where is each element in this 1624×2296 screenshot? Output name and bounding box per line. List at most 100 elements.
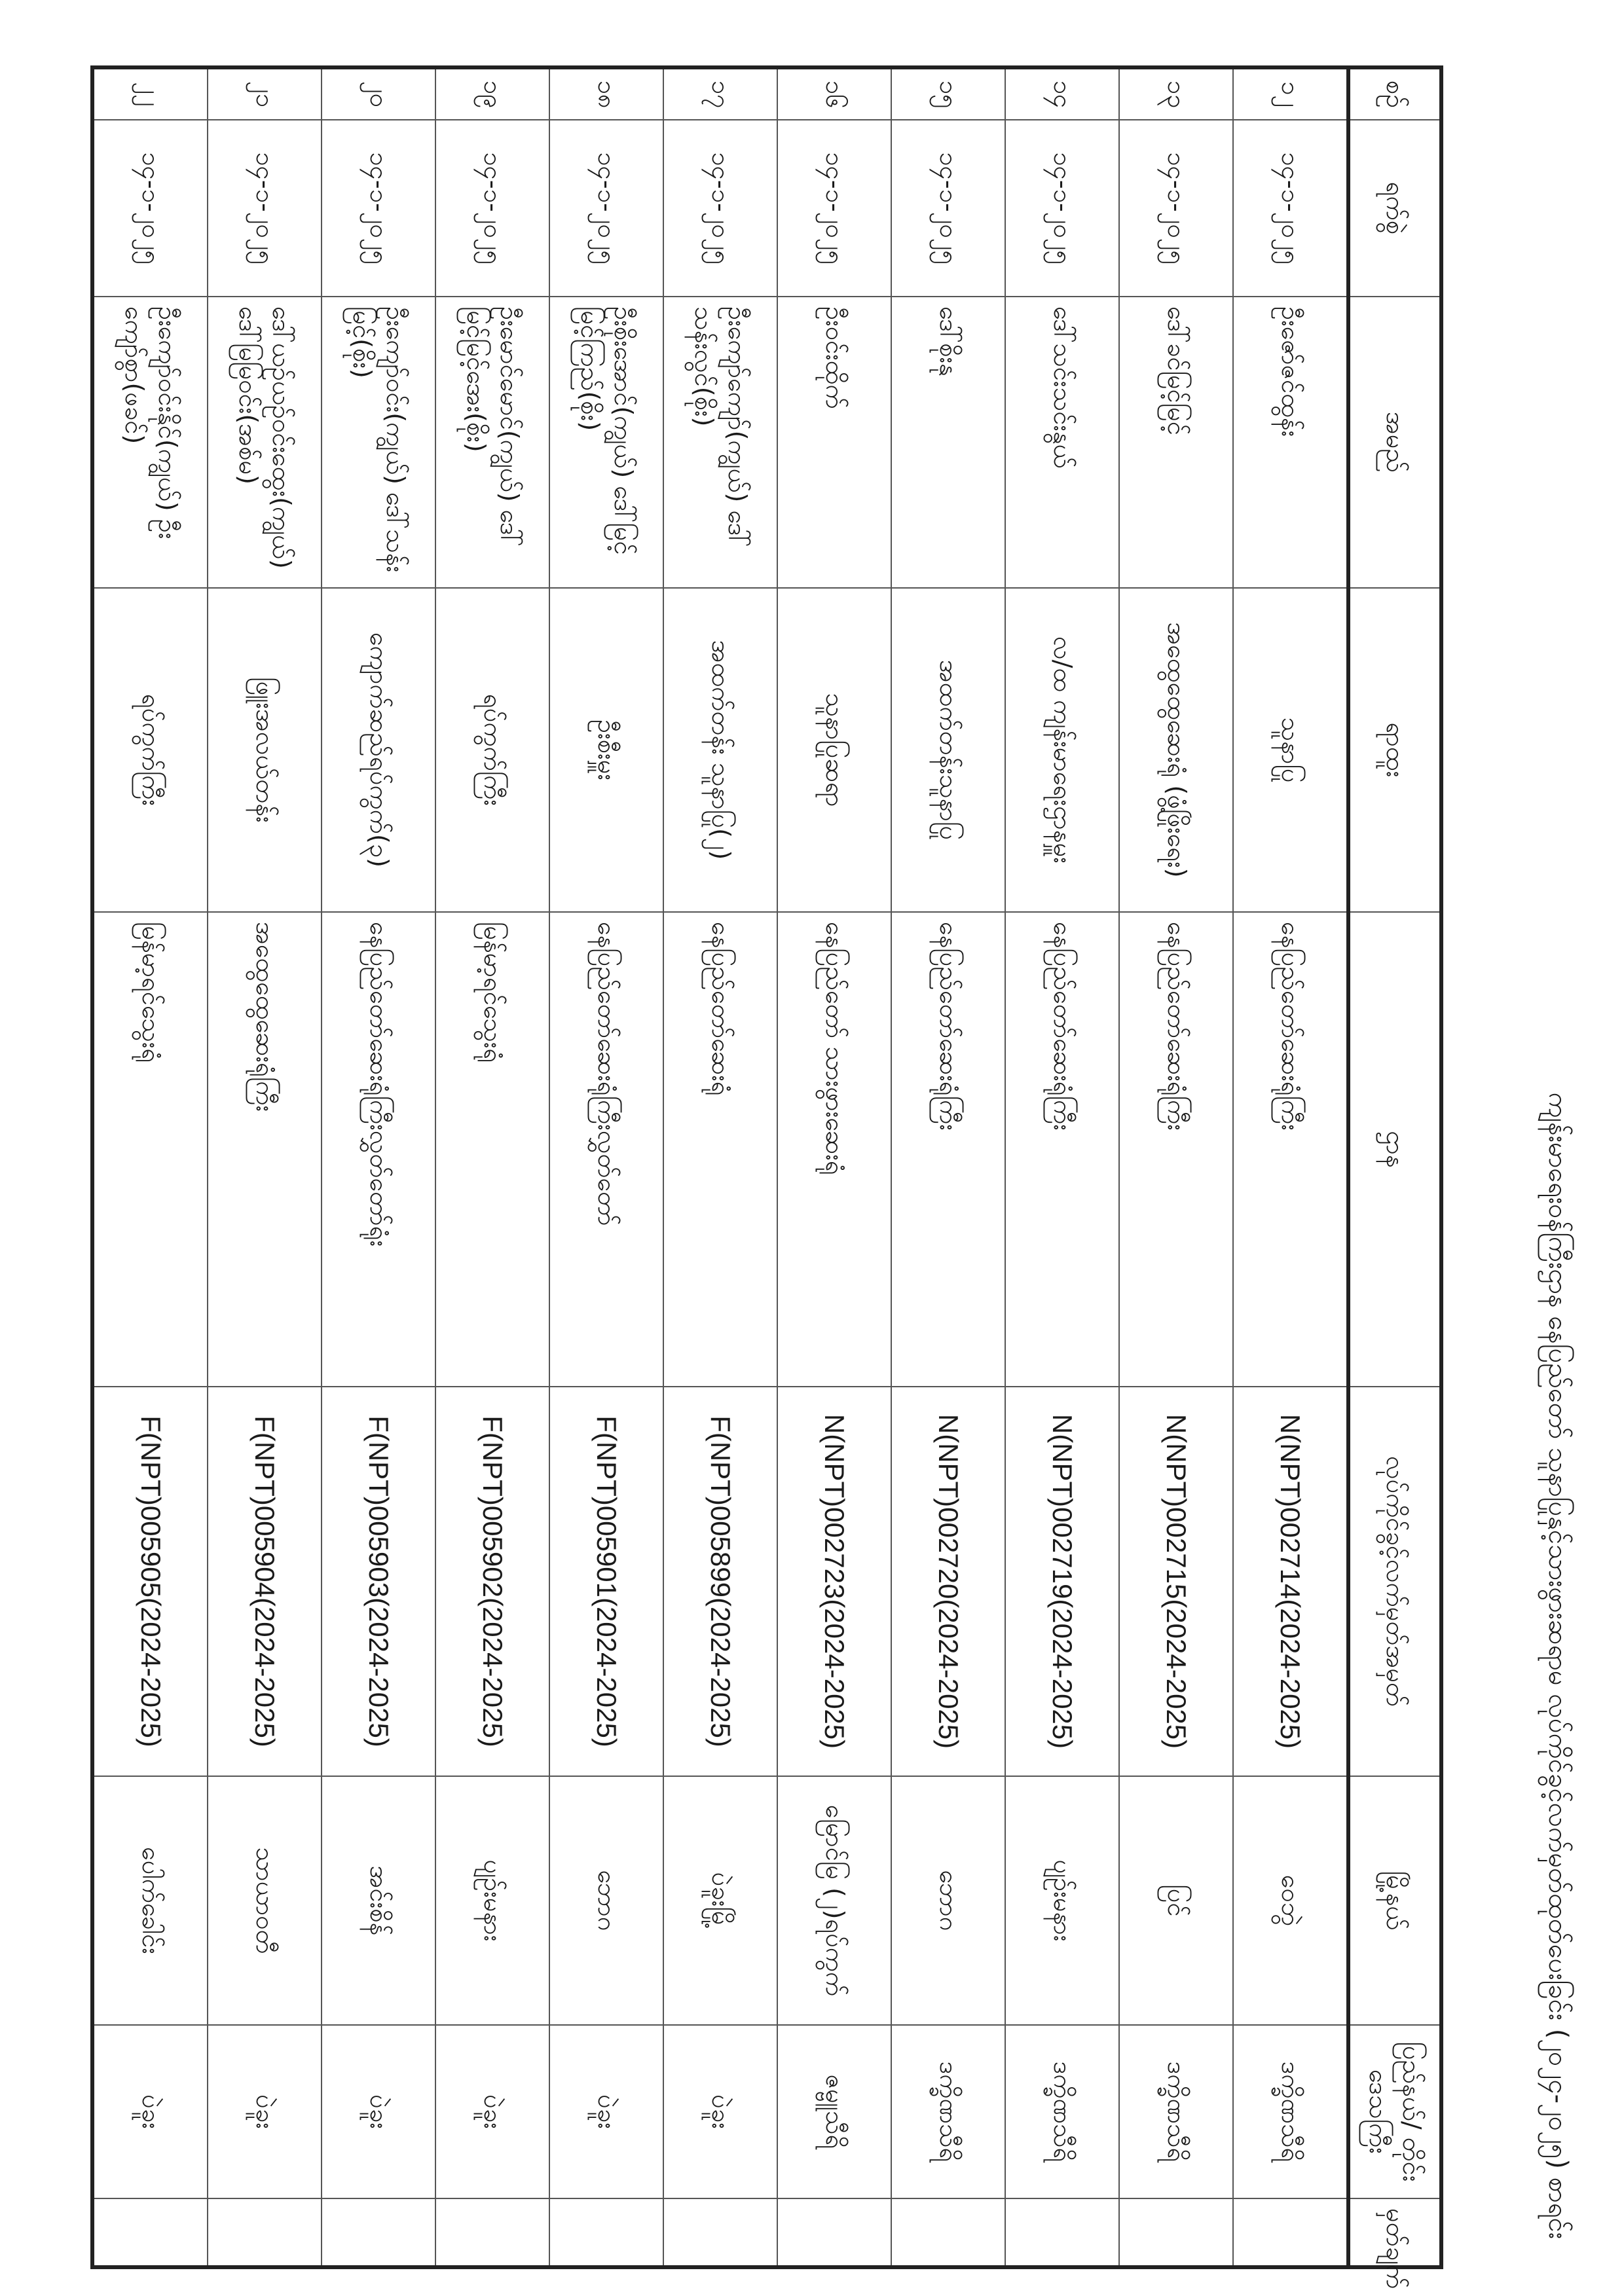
cell-region: ပဲခူး xyxy=(549,2025,663,2198)
cell-no: ၂၀ xyxy=(322,67,435,120)
cell-date: ၁၄-၁-၂၀၂၅ xyxy=(1119,120,1233,297)
cell-dept: အထွေထွေဆေးရုံကြီး xyxy=(208,912,322,1387)
table-row: ၁၃ ၁၄-၁-၂၀၂၅ ဒေါ်ခင်မြင့်မြင့် အထွေထွေဆေးရု… xyxy=(1119,67,1233,2267)
cell-license: F(NPT)005905(2024-2025) xyxy=(92,1387,208,1776)
cell-name: ဦးဇော်ဇင်ထွန်း xyxy=(1233,297,1348,588)
cell-position: လ/ထ ကျန်းမာရေးဌာနမှူး xyxy=(1005,588,1119,912)
cell-position: ကျောက်ဆည်ရပ်ကွက်(၃) xyxy=(322,588,435,912)
cell-remark xyxy=(891,2198,1005,2267)
cell-remark xyxy=(777,2198,891,2267)
cell-position: အထက်တန်း သူနာပြု(၂) xyxy=(663,588,777,912)
cell-dept: နေပြည်တော်ဆေးရုံကြီး xyxy=(1005,912,1119,1387)
cell-no: ၁၄ xyxy=(1005,67,1119,120)
cell-name: ဦးဝင်းထိုက် xyxy=(777,297,891,588)
cell-remark xyxy=(663,2198,777,2267)
cell-region: ဒက္ခိဏသီရိ xyxy=(1119,2025,1233,2198)
cell-name: ဦးကျော်ဝင်း(ကျွယ်) ဒေါ်သန်းမြင့်(စိုး) xyxy=(322,297,435,588)
table-row: ၁၄ ၁၄-၁-၂၀၂၅ ဒေါ်သင်းသင်းနွယ် လ/ထ ကျန်းမာရေ… xyxy=(1005,67,1119,2267)
cell-license: F(NPT)005903(2024-2025) xyxy=(322,1387,435,1776)
cell-date: ၁၄-၁-၂၀၂၅ xyxy=(322,120,435,297)
cell-position: ဖြူးအလယ်တန်း xyxy=(208,588,322,912)
cell-dept: နေပြည်တော်ဆေးရုံကြီး xyxy=(1119,912,1233,1387)
cell-region: ပဲခူး xyxy=(322,2025,435,2198)
cell-license: N(NPT)002719(2024-2025) xyxy=(1005,1387,1119,1776)
cell-dept: နေပြည်တော်ဆေးရုံကြီး xyxy=(1233,912,1348,1387)
cell-license: F(NPT)005902(2024-2025) xyxy=(435,1387,549,1776)
cell-no: ၁၇ xyxy=(663,67,777,120)
cell-township: ပေါက်ခေါင်း xyxy=(92,1776,208,2025)
column-header: ပြည်နယ်/ တိုင်းဒေသကြီး xyxy=(1348,2025,1441,2198)
cell-township: ဝေဘွဲ xyxy=(1233,1776,1348,2025)
cell-position: ရပ်ကွက်ကြီး xyxy=(92,588,208,912)
cell-region: ပဲခူး xyxy=(435,2025,549,2198)
column-header: ဌာန xyxy=(1348,912,1441,1387)
cell-remark xyxy=(1233,2198,1348,2267)
document-title: ကျန်းမာရေးဝန်ကြီးဌာန နေပြည်တော် သူနာပြုန… xyxy=(1543,1092,1573,2239)
cell-position: သူနာပြု xyxy=(1233,588,1348,912)
cell-region: ပဲခူး xyxy=(663,2025,777,2198)
cell-license: N(NPT)002720(2024-2025) xyxy=(891,1387,1005,1776)
header-row: စဉ် ရက်စွဲ အမည် ရာထူး ဌာန လုပ်ကိုင်ခွင့်လက်မှ… xyxy=(1348,67,1441,2289)
cell-date: ၁၄-၁-၂၀၂၅ xyxy=(891,120,1005,297)
cell-name: ဦးကျော်ကျော်(ကျွယ်) ဒေါ်သန်းလွင်(စိုး) xyxy=(663,297,777,588)
cell-license: F(NPT)005901(2024-2025) xyxy=(549,1387,663,1776)
cell-township: သာယာဝတီ xyxy=(208,1776,322,2025)
column-header: မြို့နယ် xyxy=(1348,1776,1441,2025)
table-row: ၁၇ ၁၄-၁-၂၀၂၅ ဦးကျော်ကျော်(ကျွယ်) ဒေါ်သန်းလ… xyxy=(663,67,777,2267)
cell-license: N(NPT)002723(2024-2025) xyxy=(777,1387,891,1776)
table-row: ၁၉ ၁၄-၁-၂၀၂၅ ဦးမောင်မောင်(ကျွယ်) ဒေါ်မြင့်… xyxy=(435,67,549,2267)
column-header: မှတ်ချက် xyxy=(1348,2198,1441,2289)
cell-position: အထွေထွေဆေးရုံ (ဖွံ့ဖြိုးရေး) xyxy=(1119,588,1233,912)
cell-township: ပြင် xyxy=(1119,1776,1233,2025)
cell-township: ပျဉ်းမနား xyxy=(435,1776,549,2025)
cell-position: ဦးစီးမှူး xyxy=(549,588,663,912)
cell-license: N(NPT)002715(2024-2025) xyxy=(1119,1387,1233,1776)
cell-remark xyxy=(1119,2198,1233,2267)
cell-name: ဦးကျော်ဝင်းနိုင်(ကျွယ်) ဦးကျော်စွာ(ဖခင်) xyxy=(92,297,208,588)
cell-dept: နေပြည်တော်ဆေးရုံ xyxy=(663,912,777,1387)
cell-dept: မြန်မာ့ရင်သွေးရုံ xyxy=(92,912,208,1387)
cell-dept: မြန်မာ့ရင်သွေးရုံ xyxy=(435,912,549,1387)
cell-remark xyxy=(322,2198,435,2267)
table-row: ၂၀ ၁၄-၁-၂၀၂၅ ဦးကျော်ဝင်း(ကျွယ်) ဒေါ်သန်းမြ… xyxy=(322,67,435,2267)
cell-remark xyxy=(549,2198,663,2267)
cell-no: ၂၂ xyxy=(92,67,208,120)
cell-remark xyxy=(208,2198,322,2267)
table-row: ၁၅ ၁၄-၁-၂၀၂၅ ဒေါ်စိုးနု အထက်တန်းသူနာပြု နေပြ… xyxy=(891,67,1005,2267)
cell-date: ၁၄-၁-၂၀၂၅ xyxy=(92,120,208,297)
cell-license: F(NPT)005899(2024-2025) xyxy=(663,1387,777,1776)
cell-no: ၁၂ xyxy=(1233,67,1348,120)
cell-license: N(NPT)002714(2024-2025) xyxy=(1233,1387,1348,1776)
column-header: အမည် xyxy=(1348,297,1441,588)
cell-no: ၁၉ xyxy=(435,67,549,120)
cell-township: အင်းစိန် xyxy=(322,1776,435,2025)
cell-position: ရပ်ကွက်ကြီး xyxy=(435,588,549,912)
cell-remark xyxy=(435,2198,549,2267)
cell-no: ၁၃ xyxy=(1119,67,1233,120)
cell-date: ၁၄-၁-၂၀၂၅ xyxy=(663,120,777,297)
cell-township: မြောင်မြ (၂)ရပ်ကွက် xyxy=(777,1776,891,2025)
column-header: ရာထူး xyxy=(1348,588,1441,912)
cell-township: ပျဉ်းမနား xyxy=(1005,1776,1119,2025)
cell-remark xyxy=(1005,2198,1119,2267)
cell-position: သူနာပြုဆရာ xyxy=(777,588,891,912)
cell-date: ၁၄-၁-၂၀၂၅ xyxy=(1233,120,1348,297)
cell-township: ဘောဂ xyxy=(549,1776,663,2025)
cell-date: ၁၄-၁-၂၀၂၅ xyxy=(435,120,549,297)
table-row: ၁၈ ၁၄-၁-၂၀၂၅ ဦးစိုးအောင်(ကျွယ်) ဒေါ်မြင့်မ… xyxy=(549,67,663,2267)
cell-region: ပဲခူး xyxy=(92,2025,208,2198)
table-row: ၂၂ ၁၄-၁-၂၀၂၅ ဦးကျော်ဝင်းနိုင်(ကျွယ်) ဦးကျေ… xyxy=(92,67,208,2267)
table-row: ၁၆ ၁၄-၁-၂၀၂၅ ဦးဝင်းထိုက် သူနာပြုဆရာ နေပြည်တေ… xyxy=(777,67,891,2267)
cell-dept: နေပြည်တော်ဆေးရုံကြီးလွှတ်တော် xyxy=(549,912,663,1387)
cell-name: ဦးစိုးအောင်(ကျွယ်) ဒေါ်မြင့်မြင့်ကြည်(စိ… xyxy=(549,297,663,588)
column-header: စဉ် xyxy=(1348,67,1441,120)
cell-dept: နေပြည်တော်ဆေးရုံကြီး xyxy=(891,912,1005,1387)
cell-license: F(NPT)005904(2024-2025) xyxy=(208,1387,322,1776)
cell-name: ဦးမောင်မောင်(ကျွယ်) ဒေါ်မြင့်မြင့်အေး(စိ… xyxy=(435,297,549,588)
cell-name: ဒေါ်ခင်မြင့်မြင့် xyxy=(1119,297,1233,588)
cell-position: အထက်တန်းသူနာပြု xyxy=(891,588,1005,912)
cell-name: ဒေါ်စိုးနု xyxy=(891,297,1005,588)
cell-date: ၁၄-၁-၂၀၂၅ xyxy=(1005,120,1119,297)
cell-no: ၁၅ xyxy=(891,67,1005,120)
